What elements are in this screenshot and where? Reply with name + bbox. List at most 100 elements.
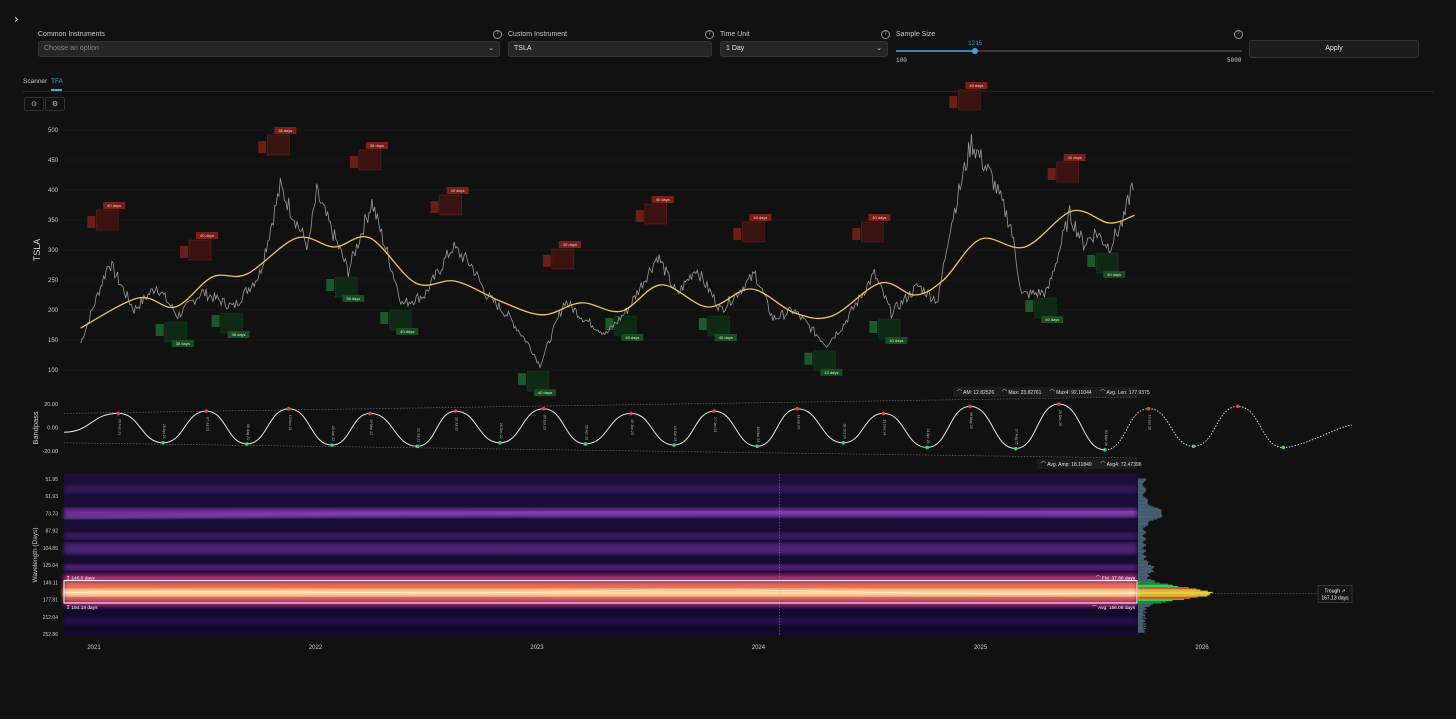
spectrum-bar (1138, 584, 1173, 587)
trough-label: 40 days (625, 335, 639, 340)
price-tick-label: 300 (48, 248, 59, 254)
heatmap-band (64, 589, 1137, 597)
peak-label-bg (446, 187, 469, 194)
question-circle-icon[interactable]: ? (1234, 30, 1243, 39)
spectrum-bar (1138, 484, 1143, 486)
chevron-right-icon[interactable]: › (14, 12, 19, 26)
spectrum-bar (1138, 550, 1146, 553)
bandpass-peak (712, 409, 716, 413)
question-circle-icon[interactable]: ? (705, 30, 714, 39)
time-unit-select[interactable]: 1 Day ⌄ (720, 41, 888, 57)
question-circle-icon[interactable]: ? (493, 30, 502, 39)
reset-view-icon[interactable]: ⊙ (24, 97, 44, 111)
trough-label-bg (171, 340, 194, 347)
spectrum-bar (1138, 517, 1161, 519)
bandpass-peak (1146, 406, 1151, 411)
spectrum-bar (1138, 576, 1148, 578)
spectrum-bar (1138, 485, 1144, 487)
price-axis-label: TSLA (32, 239, 42, 262)
trough-tag (211, 315, 220, 327)
spectrum-bar (1138, 569, 1153, 571)
spectrum-bar (1138, 520, 1150, 522)
peak-zone (742, 221, 765, 243)
spectrum-bar (1138, 604, 1151, 606)
spectrum-bar (1138, 525, 1148, 527)
spectrum-bar (1138, 607, 1145, 609)
sample-size-track[interactable] (896, 50, 1242, 52)
trough-tag (155, 324, 164, 336)
spectrum-bar (1138, 622, 1144, 624)
peak-label-bg (749, 214, 772, 221)
trough-tag (326, 279, 335, 291)
spectrum-bar (1138, 587, 1189, 589)
spectrum-bar (1138, 534, 1143, 536)
peak-tag (1047, 168, 1056, 180)
bandpass-trough (498, 440, 502, 445)
custom-instrument-input[interactable]: TSLA (508, 41, 712, 57)
fm-label: ⌒ FM: 37.88 days (1096, 576, 1136, 582)
wavelength-band-box (63, 580, 1138, 604)
time-tick-label: 2024 (752, 645, 766, 651)
peak-tag (430, 201, 439, 213)
trough-label: 38 days (232, 332, 246, 337)
spectrum-bar (1138, 504, 1149, 506)
trough-label-bg (1041, 316, 1064, 323)
peak-label: 40 days (451, 188, 465, 193)
bandpass-axis: 20.00 0.00 -20.00 (42, 402, 58, 455)
heatmap-tick-label: 177.81 (43, 598, 59, 604)
bandpass-peak (541, 406, 546, 411)
sample-size-value: 1215 (968, 40, 983, 47)
bandpass-trough (1191, 444, 1196, 449)
spectrum-bar (1138, 581, 1155, 583)
spectrum-bar (1138, 570, 1154, 572)
spectrum-bar (1138, 591, 1213, 594)
sample-size-thumb[interactable] (971, 48, 978, 54)
sample-size-fill (896, 50, 975, 52)
spectrum-bar (1138, 521, 1149, 523)
trough-label: 40 days (719, 335, 733, 340)
peak-zone (1056, 161, 1079, 183)
peak-tag (949, 96, 958, 108)
settings-gear-icon[interactable]: ⚙ (45, 97, 65, 111)
time-unit-label: Time Unit (720, 31, 750, 38)
heatmap-axis-label: Wavelength (Days) (32, 527, 39, 582)
heatmap-tick-label: 51.95 (45, 477, 58, 483)
heatmap-band (64, 618, 1137, 624)
cycle-markers: 40 days 40 days 38 days 38 days 40 days 40 da… (87, 82, 1126, 397)
bandpass-peak (629, 411, 633, 416)
spectrum-bar (1138, 491, 1146, 493)
tab-tfa[interactable]: TFA (51, 78, 63, 85)
question-circle-icon[interactable]: ? (881, 30, 890, 39)
tab-scanner[interactable]: Scanner (23, 78, 48, 85)
bandpass-date-label: 28 Apr 21 (162, 424, 166, 439)
peak-zone (958, 89, 981, 111)
trough-label-bg (621, 334, 644, 341)
bandpass-peak (795, 406, 800, 411)
spectrum-bar (1138, 508, 1161, 511)
bandpass-peak (204, 409, 209, 413)
sample-size-label: Sample Size (896, 31, 936, 38)
bandpass-date-label: 18 Jul 24 (796, 415, 800, 429)
spectrum-bar (1138, 610, 1144, 612)
spectrum-bar (1138, 577, 1148, 580)
spectrum-bar (1138, 617, 1147, 619)
spectrum-bar (1138, 608, 1147, 610)
heatmap-tick-label: 104.85 (43, 546, 59, 552)
spectrum-bar (1138, 630, 1145, 632)
trough-box (1317, 585, 1353, 603)
legend-bg (953, 387, 1137, 397)
trough-zone (388, 309, 412, 331)
peak-label: 40 days (969, 83, 983, 88)
spectrum-bar (1138, 556, 1146, 558)
peak-label-bg (558, 241, 581, 248)
peak-label-bg (103, 202, 126, 209)
spectrum-bar (1138, 540, 1144, 542)
spectrum-bar (1138, 546, 1145, 548)
bandpass-date-label: 13 Nov 21 (288, 415, 292, 431)
apply-button[interactable]: Apply (1249, 40, 1419, 58)
spectrum-bar (1138, 547, 1143, 549)
trough-label: 38 days (176, 341, 190, 346)
common-instruments-select[interactable]: Choose an option ⌄ (38, 41, 500, 57)
spectrum-bar (1138, 619, 1145, 622)
bandpass-date-label: 22 Jul 22 (416, 428, 420, 442)
